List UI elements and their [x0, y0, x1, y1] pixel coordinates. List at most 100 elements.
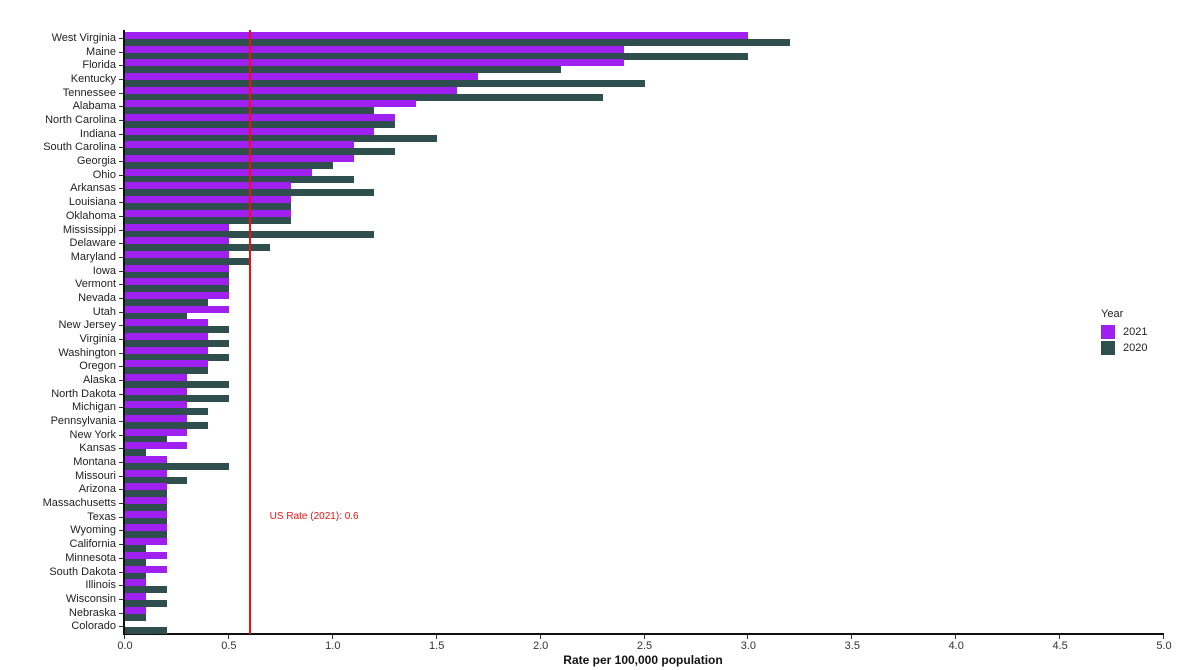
- y-tick: [119, 407, 123, 409]
- y-tick: [119, 51, 123, 53]
- bar-2021: [125, 387, 188, 395]
- bar-2021: [125, 346, 209, 354]
- category-label: Wisconsin: [0, 593, 124, 607]
- y-tick: [119, 38, 123, 39]
- y-tick: [119, 530, 123, 532]
- category-label: Missouri: [0, 470, 124, 484]
- y-tick: [119, 188, 123, 190]
- y-tick: [119, 571, 123, 573]
- category-label: Tennessee: [0, 87, 124, 101]
- bar-2020: [125, 298, 209, 306]
- bar-2021: [125, 360, 209, 368]
- y-tick: [119, 79, 123, 81]
- category-label-text: Pennsylvania: [50, 415, 116, 428]
- category-label-text: South Dakota: [49, 565, 116, 578]
- bar-2021: [125, 45, 624, 53]
- bar-2021: [125, 428, 188, 436]
- bar-2020: [125, 422, 209, 430]
- category-label-text: Kansas: [79, 442, 116, 455]
- category-label-text: New York: [69, 428, 116, 441]
- x-tick: [227, 635, 229, 639]
- y-tick: [119, 120, 123, 122]
- bar-2021: [125, 442, 188, 450]
- bar-2021: [125, 374, 188, 381]
- x-tick-label: 4.5: [1052, 640, 1068, 652]
- category-label-text: Missouri: [75, 469, 116, 482]
- y-tick: [119, 311, 123, 313]
- category-label: Washington: [0, 347, 124, 361]
- y-tick: [119, 557, 123, 559]
- bar-2020: [125, 435, 167, 443]
- bar-2021: [125, 510, 167, 518]
- x-tick: [539, 635, 541, 639]
- x-tick-label: 0.5: [221, 640, 237, 652]
- category-label-text: Oklahoma: [65, 209, 116, 222]
- bar-2021: [125, 209, 292, 217]
- bar-2021: [125, 250, 229, 258]
- category-label-text: North Dakota: [51, 387, 116, 400]
- category-label-text: South Carolina: [43, 141, 116, 154]
- category-label-text: Ohio: [92, 168, 116, 181]
- category-label: Vermont: [0, 278, 124, 292]
- bar-2020: [125, 394, 229, 402]
- category-label: Montana: [0, 456, 124, 470]
- y-tick: [119, 174, 123, 176]
- bar-2020: [125, 244, 271, 252]
- category-label: Alabama: [0, 100, 124, 114]
- bar-2020: [125, 257, 250, 265]
- bar-2020: [125, 203, 292, 211]
- y-tick: [119, 380, 123, 381]
- bar-2020: [125, 148, 396, 156]
- us-rate-reference-line: [248, 30, 251, 634]
- category-label-text: Minnesota: [65, 551, 116, 564]
- bar-2020: [125, 572, 146, 580]
- bar-2021: [125, 182, 292, 190]
- category-label: Oregon: [0, 360, 124, 374]
- bar-2020: [125, 285, 229, 293]
- category-label-text: California: [69, 538, 116, 551]
- y-tick: [119, 65, 123, 67]
- category-label: Kansas: [0, 442, 124, 456]
- bar-2020: [125, 175, 354, 183]
- us-rate-annotation: US Rate (2021): 0.6: [269, 511, 359, 522]
- category-label-text: Utah: [92, 305, 116, 318]
- bar-2020: [125, 312, 188, 320]
- category-label-text: Nevada: [78, 291, 116, 304]
- x-tick: [331, 635, 333, 639]
- category-label-text: New Jersey: [58, 319, 116, 332]
- y-tick: [119, 243, 123, 245]
- category-label: Mississippi: [0, 224, 124, 238]
- y-tick: [119, 448, 123, 450]
- bar-2021: [125, 237, 229, 245]
- category-label-text: Colorado: [71, 620, 116, 633]
- bar-2021: [125, 483, 167, 491]
- category-label: West Virginia: [0, 32, 124, 46]
- category-label: Louisiana: [0, 196, 124, 210]
- x-tick: [1059, 635, 1061, 639]
- y-tick: [119, 544, 123, 546]
- bar-2020: [125, 613, 146, 621]
- category-label: Florida: [0, 59, 124, 73]
- bar-2021: [125, 196, 292, 204]
- y-tick: [119, 612, 123, 614]
- category-label: Indiana: [0, 128, 124, 142]
- category-label: Alaska: [0, 374, 124, 388]
- category-label: Michigan: [0, 401, 124, 415]
- y-tick: [119, 503, 123, 505]
- y-tick: [119, 421, 123, 423]
- y-tick: [119, 598, 123, 600]
- category-label-text: Maine: [86, 45, 116, 58]
- bar-2021: [125, 291, 229, 299]
- category-label: California: [0, 538, 124, 552]
- bar-2020: [125, 545, 146, 553]
- bar-2021: [125, 305, 229, 313]
- category-label: South Dakota: [0, 566, 124, 580]
- bar-2020: [125, 271, 229, 279]
- category-label-text: Delaware: [69, 237, 116, 250]
- x-tick: [851, 635, 853, 639]
- x-tick: [1163, 635, 1164, 639]
- bar-2020: [125, 339, 229, 347]
- x-tick-label: 2.0: [532, 640, 549, 652]
- bar-2021: [125, 401, 188, 409]
